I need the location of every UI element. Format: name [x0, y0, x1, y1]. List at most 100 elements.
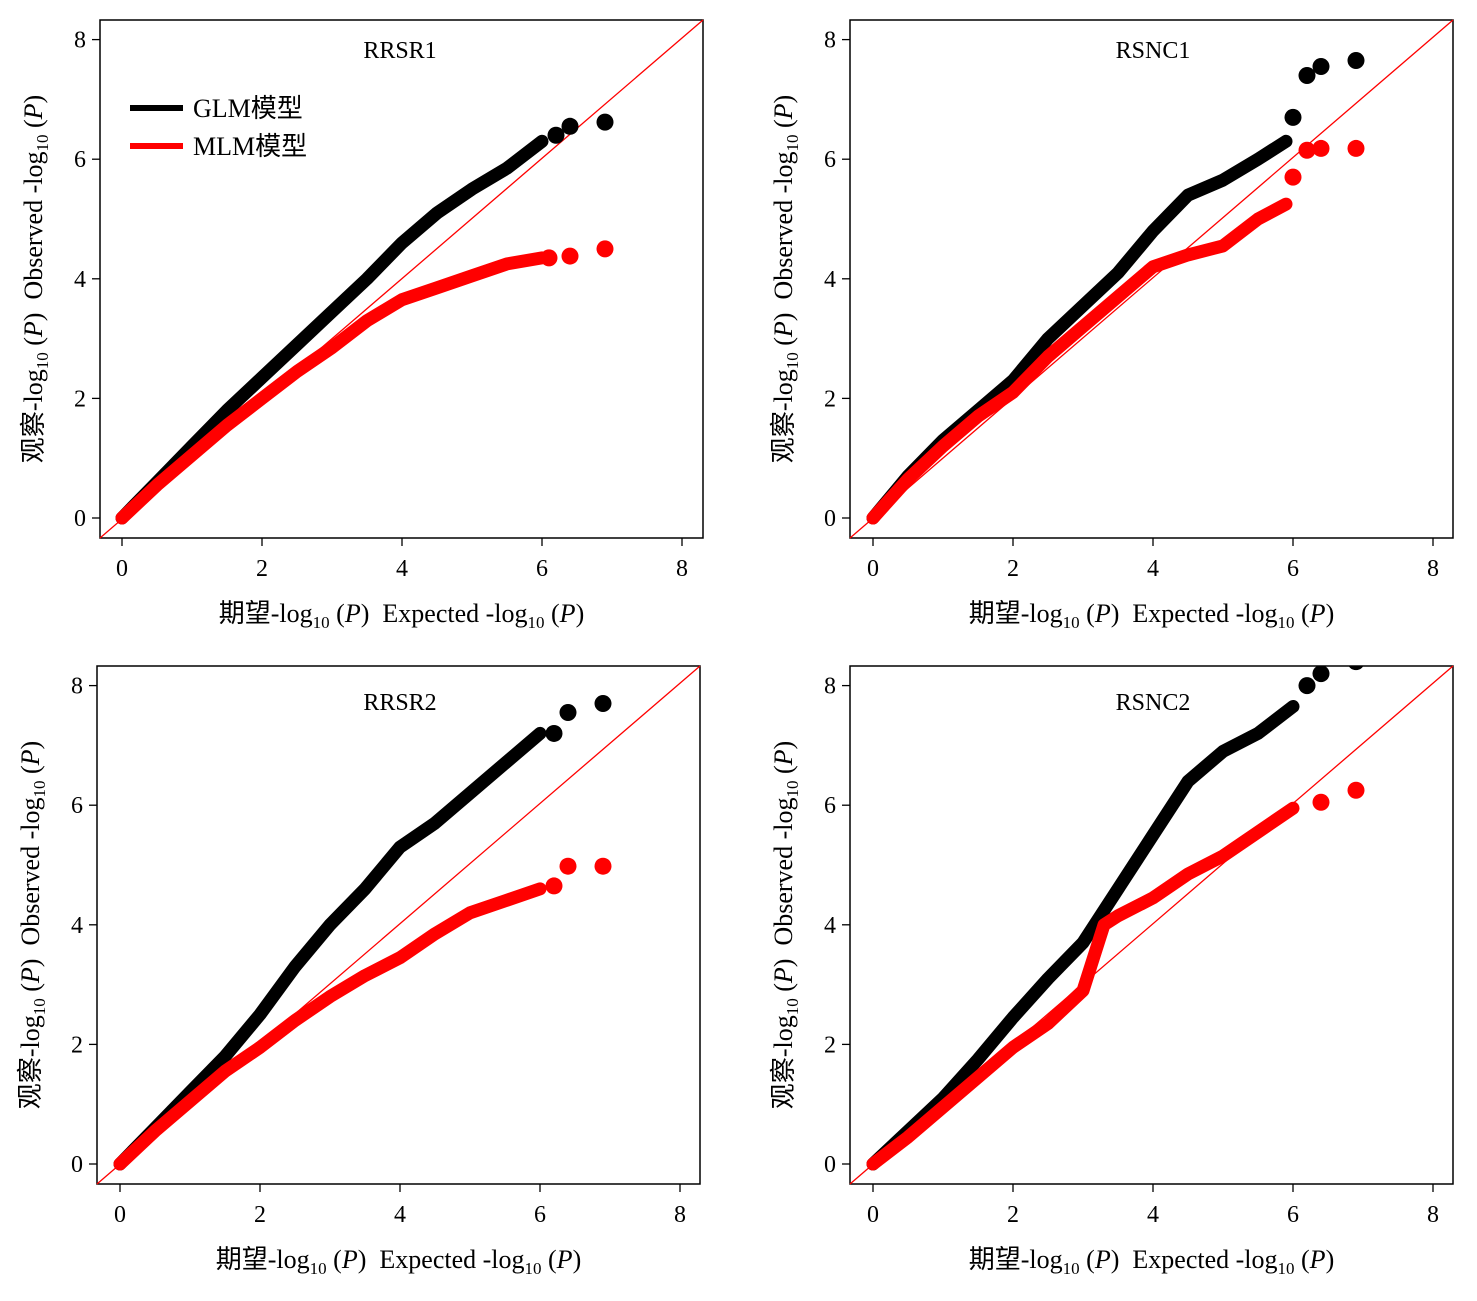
- y-axis-label-subscript-en: 10: [783, 135, 802, 152]
- y-tick-label: 8: [824, 28, 836, 54]
- y-axis-label-cn: 观察-log: [19, 369, 48, 463]
- y-axis-label-subscript: 10: [33, 352, 52, 369]
- y-axis-label-paren-open: (: [769, 983, 798, 998]
- x-axis-label-paren-open: (: [330, 599, 345, 628]
- y-axis-label-cn: 观察-log: [769, 369, 798, 463]
- x-axis-label-en: Expected -log: [382, 599, 527, 628]
- x-axis-label-cn: 期望-log: [969, 599, 1063, 628]
- legend-label: GLM模型: [193, 94, 303, 123]
- y-axis-label-paren-close-en: ): [769, 741, 798, 750]
- y-tick-label: 8: [71, 674, 83, 700]
- series-mlm: [113, 857, 612, 1171]
- x-tick-label: 8: [1427, 1202, 1439, 1228]
- x-axis-label-paren-close-en: ): [576, 599, 585, 628]
- x-axis-label-paren-close: ): [358, 1245, 367, 1274]
- y-axis-label-p: P: [16, 967, 45, 984]
- y-axis-label-subscript: 10: [783, 352, 802, 369]
- y-axis-label-subscript-en: 10: [783, 781, 802, 798]
- data-point: [1312, 139, 1330, 157]
- x-axis-label-paren-open: (: [327, 1245, 342, 1274]
- y-axis-label-subscript: 10: [783, 998, 802, 1015]
- data-point: [594, 695, 612, 713]
- series-mlm: [866, 781, 1365, 1171]
- panel-title: RSNC1: [1116, 38, 1191, 64]
- x-axis-label-p-en: P: [1309, 1245, 1326, 1274]
- panel-title: RRSR1: [363, 38, 436, 64]
- series-point-band: [115, 134, 549, 525]
- series-point-band: [115, 251, 549, 525]
- y-axis-label-paren-close: ): [769, 313, 798, 322]
- series-layer: [866, 52, 1365, 525]
- data-point: [1284, 168, 1302, 186]
- x-axis-label-subscript: 10: [313, 613, 330, 632]
- x-axis-label-subscript: 10: [310, 1259, 327, 1278]
- y-axis-label-paren-open-en: (: [769, 765, 798, 780]
- data-point: [545, 877, 563, 895]
- x-axis-label-p-en: P: [559, 599, 576, 628]
- data-point: [1347, 139, 1365, 157]
- data-point: [540, 249, 558, 267]
- y-axis-label-p: P: [19, 321, 48, 338]
- legend: GLM模型 MLM模型: [130, 94, 307, 161]
- x-axis-label-p: P: [341, 1245, 358, 1274]
- x-tick-label: 8: [1427, 556, 1439, 582]
- y-axis-label-gap: [769, 300, 798, 313]
- data-point: [561, 117, 579, 135]
- x-axis-label-subscript-en: 10: [1278, 1259, 1295, 1278]
- x-axis-label-gap: [1119, 1245, 1132, 1274]
- series-mlm: [866, 139, 1365, 525]
- series-layer: [113, 695, 612, 1171]
- x-axis-label-cn: 期望-log: [969, 1245, 1063, 1274]
- series-layer: [866, 666, 1365, 1171]
- x-tick-label: 2: [1007, 556, 1019, 582]
- x-axis-label-paren-close: ): [361, 599, 370, 628]
- x-tick-label: 2: [256, 556, 268, 582]
- x-tick-label: 6: [536, 556, 548, 582]
- y-axis-label: 观察-log10 (P) Observed -log10 (P): [19, 95, 52, 463]
- y-axis-label-gap: [769, 946, 798, 959]
- data-point: [1298, 141, 1316, 159]
- x-axis-label-gap: [366, 1245, 379, 1274]
- y-tick-label: 0: [824, 506, 836, 532]
- data-point: [1347, 781, 1365, 799]
- data-point: [1298, 677, 1316, 695]
- x-axis-label-gap: [369, 599, 382, 628]
- x-tick-label: 8: [674, 1202, 686, 1228]
- x-axis-label-subscript-en: 10: [528, 613, 545, 632]
- data-point: [561, 247, 579, 265]
- data-point: [1284, 108, 1302, 126]
- series-point-band: [113, 882, 547, 1171]
- y-tick-label: 0: [71, 1152, 83, 1178]
- y-axis-label-paren-open: (: [769, 337, 798, 352]
- x-axis-label-p: P: [1094, 1245, 1111, 1274]
- data-point: [1347, 52, 1365, 70]
- y-axis-label-paren-open: (: [19, 337, 48, 352]
- x-axis-label-paren-open-en: (: [1295, 1245, 1310, 1274]
- y-tick-label: 2: [824, 386, 836, 412]
- y-tick-label: 4: [71, 913, 83, 939]
- y-axis-label-paren-open-en: (: [19, 119, 48, 134]
- y-axis-label-gap: [16, 946, 45, 959]
- y-axis-label-paren-close: ): [769, 959, 798, 968]
- series-point-band: [866, 197, 1293, 525]
- y-axis-label-subscript: 10: [30, 998, 49, 1015]
- y-axis-label-subscript-en: 10: [30, 781, 49, 798]
- y-axis-label-paren-close: ): [16, 959, 45, 968]
- y-axis-label-p-en: P: [16, 749, 45, 766]
- x-axis-label-gap: [1119, 599, 1132, 628]
- y-tick-label: 4: [824, 267, 836, 293]
- y-axis-label-gap: [19, 300, 48, 313]
- x-tick-label: 4: [1147, 1202, 1159, 1228]
- panel-title: RRSR2: [363, 690, 436, 716]
- y-tick-label: 6: [824, 793, 836, 819]
- expected-diagonal-line: [849, 19, 1454, 539]
- y-axis-label: 观察-log10 (P) Observed -log10 (P): [16, 741, 49, 1109]
- x-axis-label-p: P: [344, 599, 361, 628]
- y-tick-label: 2: [74, 386, 86, 412]
- y-axis-label-p-en: P: [769, 103, 798, 120]
- x-tick-label: 6: [534, 1202, 546, 1228]
